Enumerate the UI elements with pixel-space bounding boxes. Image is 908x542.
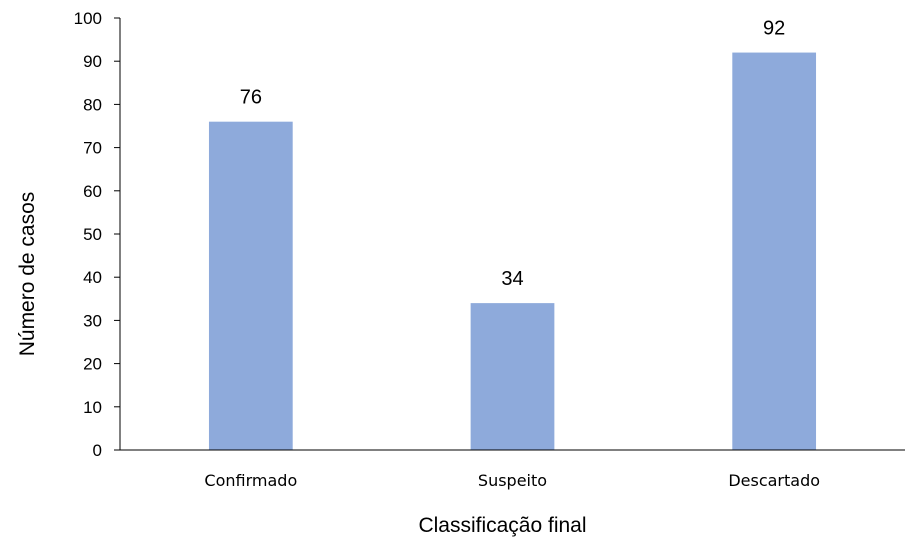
y-tick-labels: 0 10 20 30 40 50 60 70 80 90 100 — [74, 9, 120, 460]
y-tick-label: 100 — [74, 9, 102, 28]
data-labels: 76 34 92 — [240, 18, 786, 291]
y-tick-label: 30 — [83, 311, 102, 330]
x-category-label: Suspeito — [478, 471, 547, 490]
x-category-labels: Confirmado Suspeito Descartado — [204, 471, 820, 490]
y-tick-label: 40 — [83, 268, 102, 287]
bar-descartado — [732, 52, 817, 451]
y-tick-label: 10 — [83, 398, 102, 417]
y-tick-label: 70 — [83, 139, 102, 158]
data-label: 34 — [501, 268, 523, 290]
y-tick-label: 50 — [83, 225, 102, 244]
y-axis-title: Número de casos — [16, 192, 39, 357]
bar-suspeito — [470, 303, 555, 450]
x-category-label: Confirmado — [204, 471, 297, 490]
data-label: 76 — [240, 87, 262, 109]
bar-confirmado — [208, 121, 293, 451]
data-label: 92 — [763, 18, 785, 40]
y-tick-label: 20 — [83, 355, 102, 374]
y-tick-label: 0 — [93, 441, 102, 460]
y-tick-label: 90 — [83, 52, 102, 71]
bars-group — [208, 52, 817, 451]
x-axis-title: Classificação final — [418, 514, 586, 537]
x-category-label: Descartado — [728, 471, 820, 490]
y-tick-label: 60 — [83, 182, 102, 201]
y-tick-label: 80 — [83, 95, 102, 114]
